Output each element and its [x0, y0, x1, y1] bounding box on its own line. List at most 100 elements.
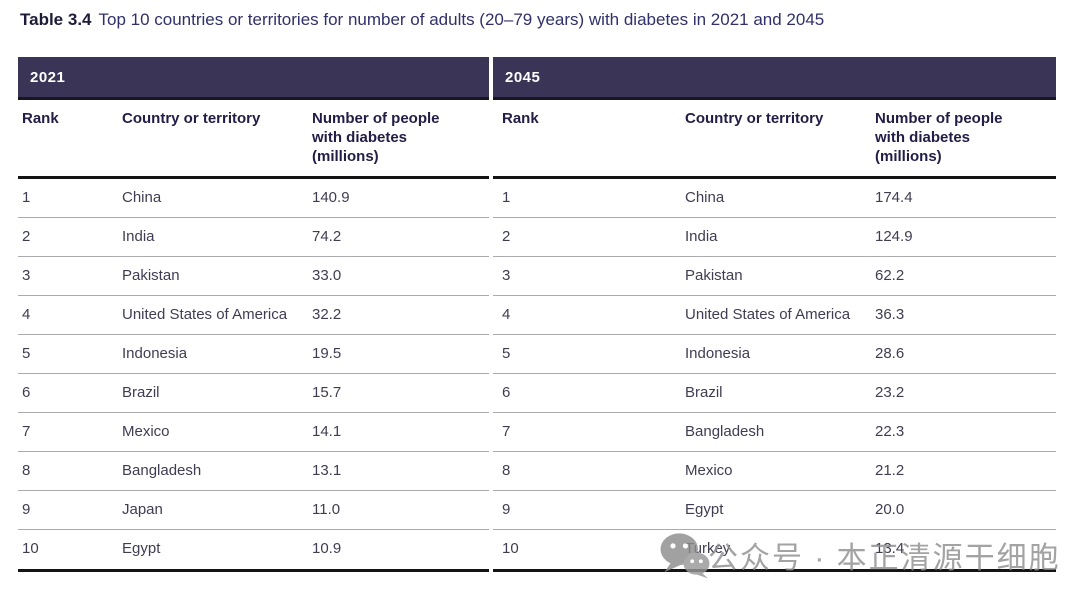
value-cell: 33.0: [312, 267, 342, 284]
value-cell: 15.7: [312, 384, 342, 401]
value-cell: 11.0: [312, 501, 341, 518]
country-cell: Mexico: [122, 423, 170, 440]
country-cell: Brazil: [122, 384, 160, 401]
value-cell: 21.2: [875, 462, 905, 479]
panel-rows: 1 China 140.9 2 India 74.2 3 Pakistan 33.0 4 Unite…: [18, 179, 489, 572]
panel-rows: 1 China 174.4 2 India 124.9 3 Pakistan 62.2 4 Unit…: [493, 179, 1056, 572]
table-row: 3 Pakistan 33.0: [18, 257, 489, 296]
table-row: 6 Brazil 23.2: [493, 374, 1056, 413]
country-cell: Indonesia: [122, 345, 188, 362]
rank-cell: 3: [22, 267, 31, 284]
value-header: Number of people with diabetes (millions…: [312, 110, 440, 165]
table-row: 2 India 74.2: [18, 218, 489, 257]
country-cell: Pakistan: [122, 267, 180, 284]
rank-cell: 6: [502, 384, 511, 401]
country-cell: United States of America: [685, 306, 851, 323]
year-label: 2021: [30, 68, 66, 86]
table-row: 10 Egypt 10.9: [18, 530, 489, 569]
diabetes-table: 2021 Rank Country or territory Number of…: [18, 57, 1056, 572]
country-cell: Turkey: [685, 540, 731, 557]
table-row: 7 Bangladesh 22.3: [493, 413, 1056, 452]
country-cell: India: [122, 228, 155, 245]
country-cell: Egypt: [685, 501, 724, 518]
rank-cell: 5: [502, 345, 511, 362]
band-rule: [493, 97, 1056, 100]
value-cell: 14.1: [312, 423, 342, 440]
table-row: 1 China 174.4: [493, 179, 1056, 218]
band-rule: [18, 97, 489, 100]
rank-header: Rank: [502, 110, 539, 127]
value-cell: 22.3: [875, 423, 905, 440]
country-cell: Japan: [122, 501, 163, 518]
panel-2021: 2021 Rank Country or territory Number of…: [18, 57, 489, 572]
country-cell: Egypt: [122, 540, 161, 557]
rank-cell: 1: [502, 189, 511, 206]
table-row: 4 United States of America 36.3: [493, 296, 1056, 335]
country-cell: Indonesia: [685, 345, 751, 362]
year-band-2021: 2021: [18, 57, 489, 97]
value-cell: 13.1: [312, 462, 342, 479]
value-cell: 174.4: [875, 189, 913, 206]
table-row: 1 China 140.9: [18, 179, 489, 218]
rank-cell: 3: [502, 267, 511, 284]
table-row: 5 Indonesia 28.6: [493, 335, 1056, 374]
value-cell: 140.9: [312, 189, 350, 206]
rank-cell: 6: [22, 384, 31, 401]
column-headers: Rank Country or territory Number of peop…: [18, 100, 489, 179]
table-row: 6 Brazil 15.7: [18, 374, 489, 413]
year-label: 2045: [505, 68, 541, 86]
value-cell: 74.2: [312, 228, 342, 245]
table-row: 7 Mexico 14.1: [18, 413, 489, 452]
column-headers: Rank Country or territory Number of peop…: [493, 100, 1056, 179]
table-row: 9 Japan 11.0: [18, 491, 489, 530]
country-cell: Brazil: [685, 384, 723, 401]
year-band-2045: 2045: [493, 57, 1056, 97]
rank-cell: 8: [502, 462, 511, 479]
rank-cell: 2: [502, 228, 511, 245]
value-cell: 19.5: [312, 345, 342, 362]
rank-cell: 4: [22, 306, 31, 323]
rank-cell: 5: [22, 345, 31, 362]
country-cell: China: [685, 189, 725, 206]
value-cell: 20.0: [875, 501, 905, 518]
rank-header: Rank: [22, 110, 59, 127]
table-row: 5 Indonesia 19.5: [18, 335, 489, 374]
rank-cell: 2: [22, 228, 31, 245]
value-cell: 36.3: [875, 306, 905, 323]
table-row: 8 Bangladesh 13.1: [18, 452, 489, 491]
value-cell: 28.6: [875, 345, 905, 362]
panel-2045: 2045 Rank Country or territory Number of…: [493, 57, 1056, 572]
rank-cell: 1: [22, 189, 31, 206]
table-number-label: Table 3.4: [20, 10, 92, 29]
table-row: 2 India 124.9: [493, 218, 1056, 257]
value-cell: 13.4: [875, 540, 905, 557]
table-row: 3 Pakistan 62.2: [493, 257, 1056, 296]
value-cell: 10.9: [312, 540, 342, 557]
country-cell: Pakistan: [685, 267, 743, 284]
country-cell: Bangladesh: [122, 462, 202, 479]
table-title-text: Top 10 countries or territories for numb…: [98, 10, 825, 29]
page-title: Table 3.4 Top 10 countries or territories…: [20, 10, 824, 30]
country-cell: Mexico: [685, 462, 733, 479]
country-cell: United States of America: [122, 306, 288, 323]
rank-cell: 9: [502, 501, 511, 518]
country-header: Country or territory: [122, 110, 261, 127]
table-row: 9 Egypt 20.0: [493, 491, 1056, 530]
value-cell: 23.2: [875, 384, 905, 401]
table-row: 10 Turkey 13.4: [493, 530, 1056, 569]
rank-cell: 8: [22, 462, 31, 479]
value-cell: 62.2: [875, 267, 905, 284]
rank-cell: 4: [502, 306, 511, 323]
rank-cell: 7: [22, 423, 31, 440]
rank-cell: 10: [502, 540, 519, 557]
country-header: Country or territory: [685, 110, 824, 127]
country-cell: Bangladesh: [685, 423, 765, 440]
value-cell: 32.2: [312, 306, 342, 323]
country-cell: China: [122, 189, 162, 206]
rank-cell: 7: [502, 423, 511, 440]
country-cell: India: [685, 228, 718, 245]
value-cell: 124.9: [875, 228, 913, 245]
table-row: 8 Mexico 21.2: [493, 452, 1056, 491]
rank-cell: 10: [22, 540, 39, 557]
